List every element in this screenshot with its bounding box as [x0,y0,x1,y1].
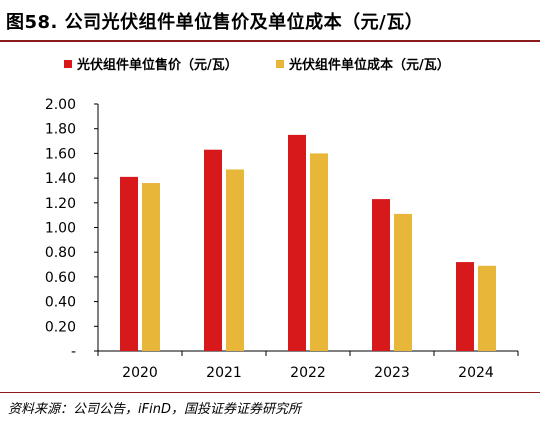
legend-label-1: 光伏组件单位成本（元/瓦） [288,57,450,73]
chart-legend: 光伏组件单位售价（元/瓦） 光伏组件单位成本（元/瓦） [64,57,450,73]
x-tick-label: 2020 [122,365,158,381]
source-note: 资料来源：公司公告，iFinD，国投证券证券研究所 [8,402,301,417]
x-tick-label: 2023 [374,365,410,381]
bar-chart: 光伏组件单位售价（元/瓦） 光伏组件单位成本（元/瓦） - 0.20 0.40 0.60… [45,57,519,381]
source-divider [0,392,540,393]
bar-series-group [120,134,496,351]
figure-header: 图58. 公司光伏组件单位售价及单位成本（元/瓦） [0,0,540,40]
x-tick-label: 2021 [206,365,242,381]
bar-cost-2022 [310,153,328,351]
legend-label-0: 光伏组件单位售价（元/瓦） [76,57,238,73]
figure-title: 图58. 公司光伏组件单位售价及单位成本（元/瓦） [6,12,424,33]
y-tick-label: 0.20 [45,319,76,335]
bar-price-2023 [372,199,390,351]
y-tick-label: 1.40 [45,171,76,187]
x-tick-label: 2024 [458,365,494,381]
y-axis: - 0.20 0.40 0.60 0.80 1.00 1.20 1.40 1.60 1.80 2.0… [45,97,99,360]
bar-cost-2023 [394,213,412,351]
bar-price-2020 [120,176,138,351]
y-tick-label: 0.40 [45,295,76,311]
y-tick-label: 0.60 [45,270,76,286]
y-tick-label: 2.00 [45,97,76,113]
x-tick-label: 2022 [290,365,326,381]
legend-swatch-0 [64,60,72,68]
bar-price-2021 [204,149,222,351]
y-tick-label: 0.80 [45,245,76,261]
bar-cost-2024 [478,265,496,351]
y-tick-label: 1.60 [45,146,76,162]
y-tick-label: - [71,344,76,360]
bar-price-2022 [288,134,306,351]
y-tick-label: 1.00 [45,221,76,237]
y-tick-label: 1.20 [45,196,76,212]
x-axis: 2020 2021 2022 2023 2024 [97,350,519,381]
title-divider [0,40,540,42]
legend-swatch-1 [276,60,284,68]
bar-cost-2021 [226,169,244,351]
y-tick-label: 1.80 [45,122,76,138]
bar-price-2024 [456,262,474,351]
bar-cost-2020 [142,183,160,351]
